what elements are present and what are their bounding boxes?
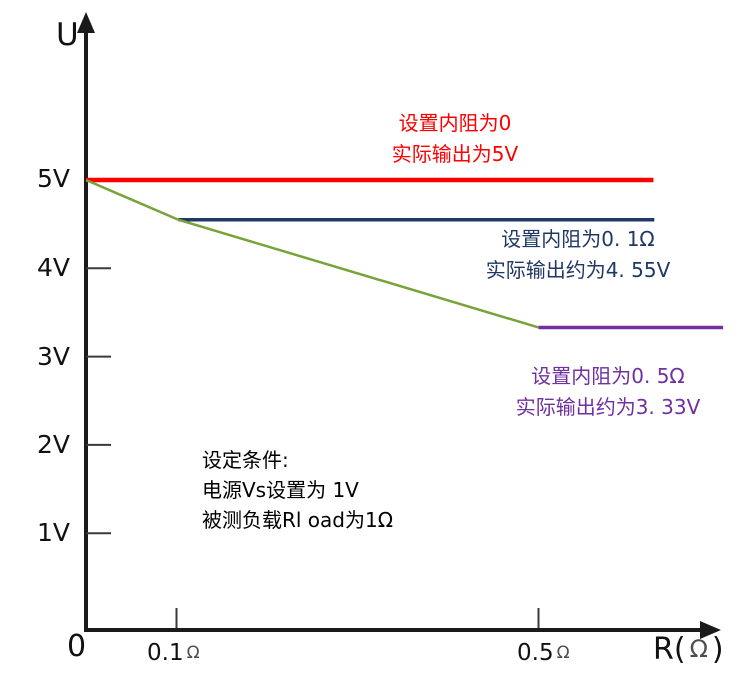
y-tick-label-4v: 4V <box>36 253 70 282</box>
annotation-setup-conditions: 设定条件: 电源Vs设置为 1V 被测负载Rl oad为1Ω <box>202 445 502 535</box>
x-tick-label-0p1: 0.1 Ω <box>147 640 200 666</box>
x-axis <box>84 621 721 639</box>
x-axis-title-prefix: R( <box>653 632 686 667</box>
axis-ticks <box>86 267 540 628</box>
annotation-line: 实际输出为5V <box>391 142 519 166</box>
annotation-internal-resistance-0: 设置内阻为0 实际输出为5V <box>320 108 590 170</box>
y-axis <box>77 12 95 632</box>
y-tick-label-2v: 2V <box>36 430 70 459</box>
annotation-line: 实际输出约为4. 55V <box>485 258 671 282</box>
annotation-line: 设置内阻为0 <box>398 111 512 135</box>
annotation-line: 电源Vs设置为 1V <box>202 478 359 502</box>
x-axis-title-omega: Ω <box>689 635 708 663</box>
y-tick-label-5v: 5V <box>36 164 70 193</box>
x-tick-label-0p5: 0.5 Ω <box>517 640 570 666</box>
x-tick-value: 0.1 <box>147 640 184 666</box>
annotation-internal-resistance-0p1: 设置内阻为0. 1Ω 实际输出约为4. 55V <box>445 224 711 286</box>
annotation-line: 设置内阻为0. 5Ω <box>531 364 685 388</box>
x-axis-title: R(Ω) <box>653 632 724 667</box>
origin-label: 0 <box>67 629 87 664</box>
y-tick-label-3v: 3V <box>36 342 70 371</box>
annotation-internal-resistance-0p5: 设置内阻为0. 5Ω 实际输出约为3. 33V <box>475 361 741 423</box>
y-axis-arrow-icon <box>77 12 95 33</box>
x-axis-title-suffix: ) <box>711 632 724 667</box>
annotation-line: 实际输出约为3. 33V <box>515 395 701 419</box>
data-series <box>85 177 724 330</box>
annotation-line: 设定条件: <box>202 448 289 472</box>
y-axis-title: U <box>56 17 79 53</box>
x-axis-arrow-icon <box>700 621 721 639</box>
x-tick-value: 0.5 <box>517 640 554 666</box>
annotation-line: 设置内阻为0. 1Ω <box>501 227 655 251</box>
ohm-unit-label: Ω <box>186 643 200 663</box>
annotation-line: 被测负载Rl oad为1Ω <box>202 508 394 532</box>
y-tick-label-1v: 1V <box>36 518 70 547</box>
ohm-unit-label: Ω <box>556 643 570 663</box>
